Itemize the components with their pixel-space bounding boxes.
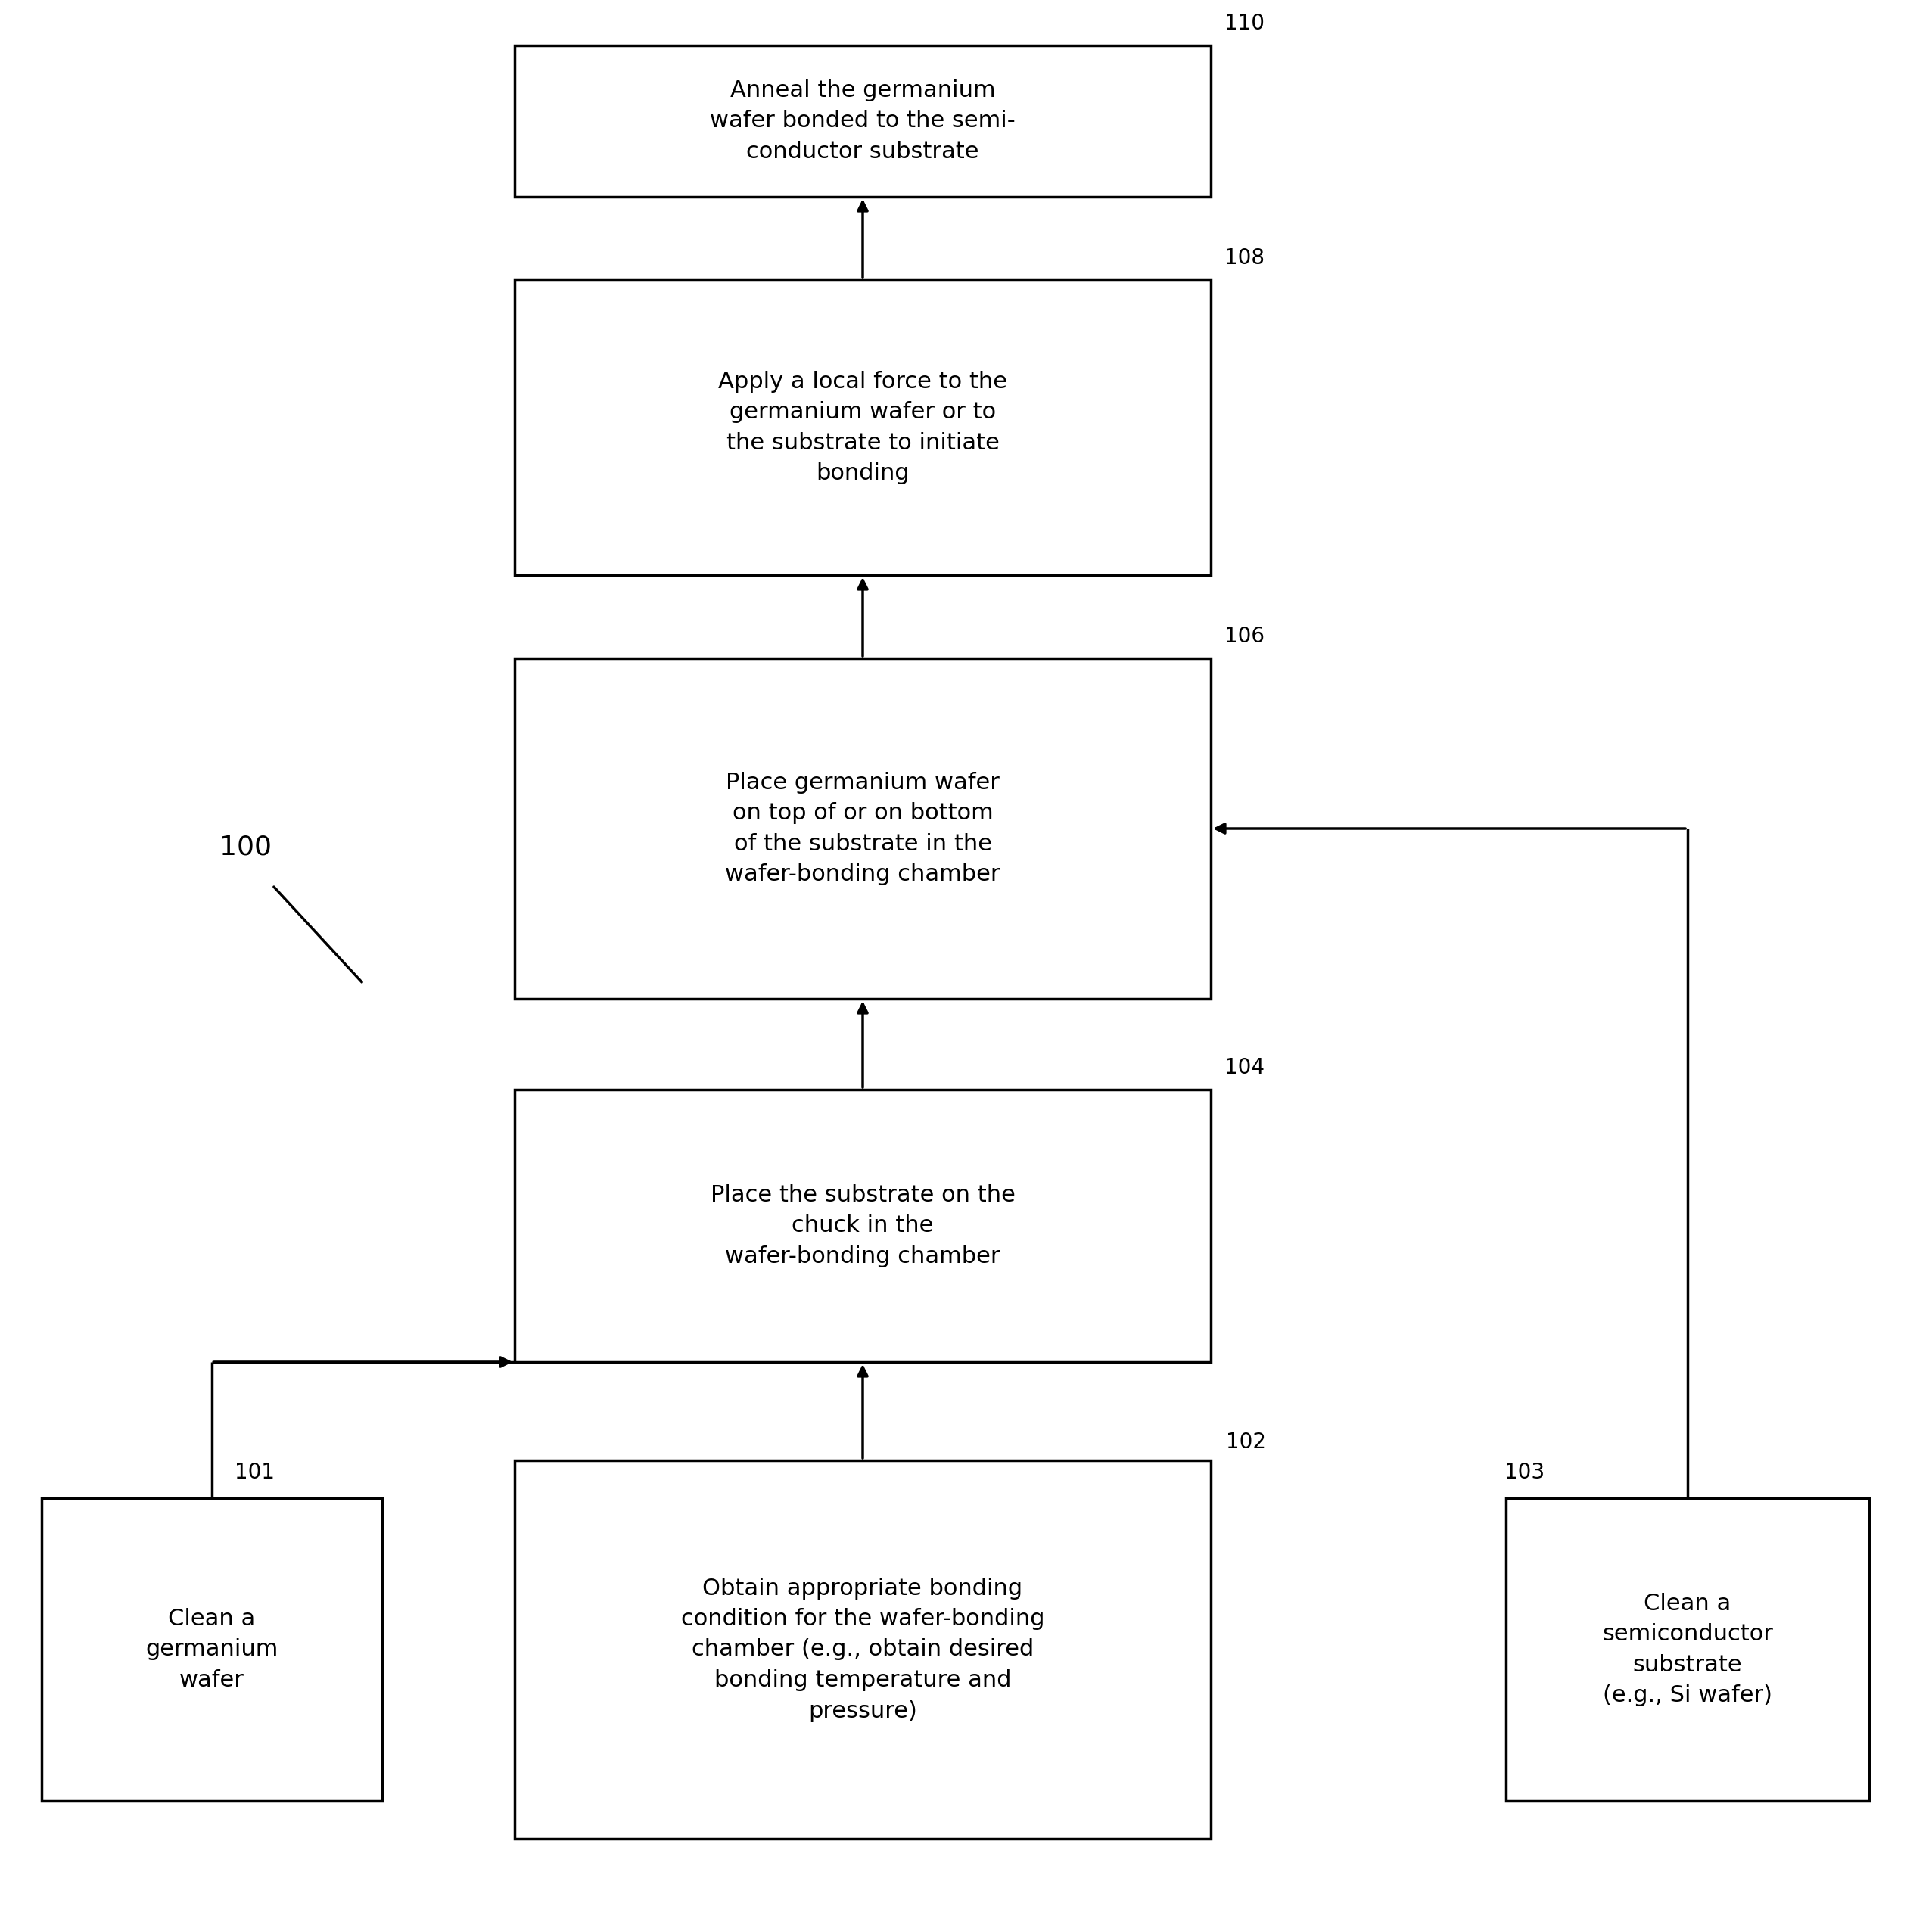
Bar <box>514 1459 1211 1839</box>
Text: Apply a local force to the
germanium wafer or to
the substrate to initiate
bondi: Apply a local force to the germanium waf… <box>719 370 1007 484</box>
Text: 108: 108 <box>1225 247 1265 268</box>
Bar <box>43 1498 383 1801</box>
Text: 110: 110 <box>1225 13 1265 35</box>
Text: Clean a
semiconductor
substrate
(e.g., Si wafer): Clean a semiconductor substrate (e.g., S… <box>1602 1593 1774 1706</box>
Bar <box>514 657 1211 999</box>
Text: Obtain appropriate bonding
condition for the wafer-bonding
chamber (e.g., obtain: Obtain appropriate bonding condition for… <box>680 1577 1045 1722</box>
Text: 100: 100 <box>220 835 272 860</box>
Bar <box>514 1089 1211 1361</box>
Text: 106: 106 <box>1225 627 1265 648</box>
Bar <box>514 280 1211 575</box>
Text: 103: 103 <box>1505 1461 1546 1483</box>
Text: Place germanium wafer
on top of or on bottom
of the substrate in the
wafer-bondi: Place germanium wafer on top of or on bo… <box>724 771 1001 885</box>
Bar <box>1505 1498 1868 1801</box>
Text: Place the substrate on the
chuck in the
wafer-bonding chamber: Place the substrate on the chuck in the … <box>711 1184 1014 1267</box>
Text: 102: 102 <box>1227 1433 1265 1454</box>
Text: Clean a
germanium
wafer: Clean a germanium wafer <box>145 1608 278 1691</box>
Bar <box>514 46 1211 197</box>
Text: 104: 104 <box>1225 1057 1265 1078</box>
Text: Anneal the germanium
wafer bonded to the semi-
conductor substrate: Anneal the germanium wafer bonded to the… <box>709 79 1016 162</box>
Text: 101: 101 <box>234 1461 274 1483</box>
